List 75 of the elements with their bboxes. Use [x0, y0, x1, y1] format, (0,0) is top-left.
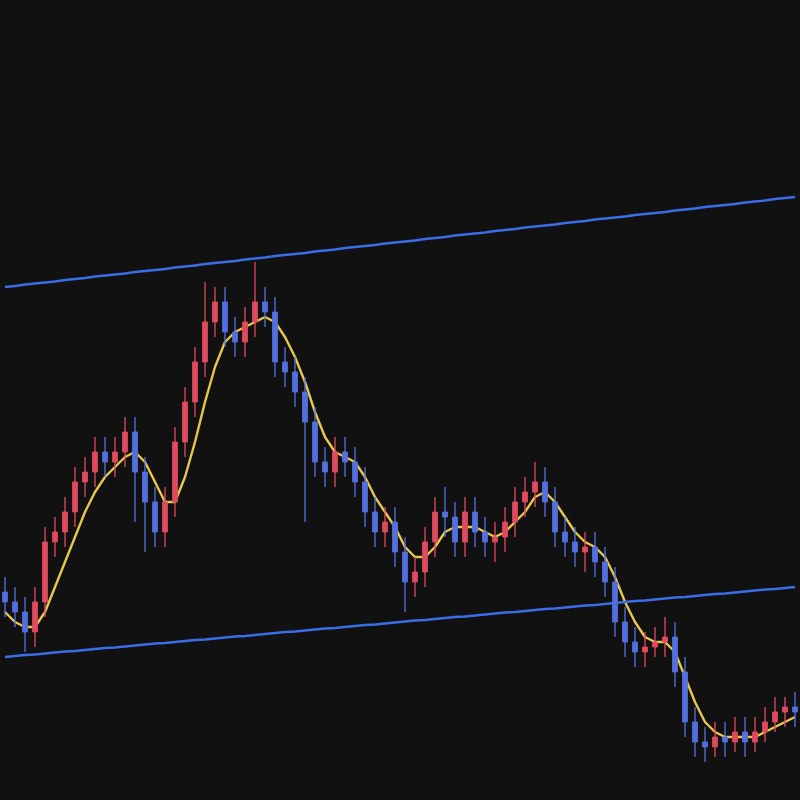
candlestick — [382, 506, 388, 548]
candlestick — [782, 696, 788, 728]
candlestick — [362, 466, 368, 528]
candlestick — [412, 556, 418, 598]
candlestick — [122, 416, 128, 468]
candlestick — [252, 261, 258, 338]
candlestick — [222, 286, 228, 348]
candlestick — [112, 436, 118, 478]
candlestick — [62, 496, 68, 548]
candlestick — [482, 516, 488, 558]
candlestick — [572, 526, 578, 568]
candlestick — [662, 616, 668, 658]
candlestick — [692, 706, 698, 758]
candlestick — [162, 486, 168, 548]
candlestick — [522, 476, 528, 518]
candlestick — [262, 286, 268, 328]
candlestick — [702, 726, 708, 763]
candlestick — [722, 721, 728, 758]
candlestick — [542, 466, 548, 518]
candlestick — [312, 406, 318, 478]
candlestick — [22, 596, 28, 653]
candlestick — [332, 436, 338, 488]
candlestick — [472, 496, 478, 548]
candlestick — [712, 721, 718, 758]
candlestick — [632, 626, 638, 668]
candlestick — [152, 486, 158, 548]
candlestick — [92, 436, 98, 488]
candlestick — [192, 346, 198, 418]
candlestick — [422, 526, 428, 588]
candlestick — [582, 531, 588, 573]
candlestick — [502, 506, 508, 553]
candlestick — [102, 436, 108, 478]
candlestick — [752, 716, 758, 753]
candlestick — [652, 626, 658, 658]
candlestick — [392, 506, 398, 568]
candlestick — [202, 281, 208, 378]
candlestick — [72, 466, 78, 528]
candlestick — [552, 486, 558, 548]
candlestick — [142, 456, 148, 553]
candlestick — [442, 486, 448, 538]
candlestick — [322, 446, 328, 488]
candlestick — [282, 346, 288, 388]
candlestick — [32, 586, 38, 648]
candlestick — [402, 536, 408, 613]
candlestick — [462, 496, 468, 558]
candlestick — [302, 376, 308, 523]
candlestick — [562, 516, 568, 558]
candlestick — [772, 696, 778, 733]
candlestick — [2, 576, 8, 618]
candlestick — [342, 436, 348, 478]
candlestick — [82, 456, 88, 498]
candlestick — [242, 306, 248, 358]
candlestick — [52, 516, 58, 558]
candlestick — [602, 546, 608, 598]
candlestick — [132, 416, 138, 523]
candlestick — [592, 531, 598, 578]
candlestick — [672, 621, 678, 688]
candlestick — [622, 606, 628, 658]
candlestick — [372, 496, 378, 548]
candlestick — [732, 716, 738, 753]
candlestick — [612, 566, 618, 638]
candlestick — [512, 486, 518, 538]
candlestick — [292, 356, 298, 408]
candlestick — [742, 716, 748, 758]
candlestick — [182, 386, 188, 458]
candlestick — [432, 496, 438, 558]
candlestick — [12, 586, 18, 628]
candlestick — [452, 501, 458, 558]
candlestick — [532, 461, 538, 508]
candlestick — [352, 446, 358, 498]
candlestick — [212, 286, 218, 338]
candlestick — [642, 631, 648, 668]
candlestick — [492, 521, 498, 563]
candlestick — [232, 316, 238, 358]
candlestick — [762, 706, 768, 743]
